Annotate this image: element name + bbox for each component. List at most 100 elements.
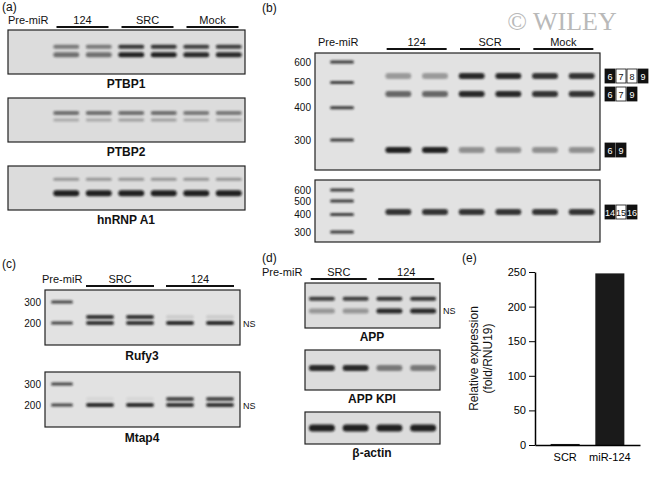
panel-letter: (d) bbox=[262, 251, 277, 265]
band bbox=[410, 308, 436, 313]
group-label: SRC bbox=[136, 14, 159, 26]
band bbox=[385, 73, 411, 79]
band bbox=[216, 119, 242, 122]
band bbox=[86, 45, 112, 49]
y-axis-title: (fold/RNU19) bbox=[481, 323, 495, 393]
group-line bbox=[86, 285, 154, 287]
exon-label: 6 bbox=[607, 72, 612, 82]
band bbox=[376, 365, 402, 371]
band bbox=[495, 147, 521, 153]
band bbox=[151, 45, 177, 49]
panel-letter: (e) bbox=[462, 251, 477, 265]
y-axis: 050100150200250 bbox=[508, 266, 536, 451]
y-tick-mark bbox=[529, 307, 535, 308]
band bbox=[343, 297, 369, 301]
panel-a: (a)Pre-miR124SRCMockPTBP1PTBP2hnRNP A1 bbox=[2, 0, 245, 227]
band bbox=[410, 365, 436, 371]
blot-frame bbox=[8, 98, 245, 142]
band bbox=[309, 297, 335, 301]
group-label: 124 bbox=[73, 14, 91, 26]
y-tick: 250 bbox=[508, 266, 535, 278]
band bbox=[309, 365, 335, 371]
x-tick-label: miR-124 bbox=[589, 451, 631, 463]
group-line bbox=[378, 278, 434, 280]
panel-letter: (b) bbox=[262, 1, 277, 15]
band bbox=[118, 178, 144, 181]
band bbox=[569, 91, 595, 97]
x-axis: SCR miR-124 bbox=[536, 445, 641, 463]
exon-box bbox=[627, 69, 637, 83]
group-label: 124 bbox=[407, 36, 425, 48]
group-line bbox=[166, 285, 234, 287]
exon-box bbox=[605, 69, 615, 83]
ladder-label: 300 bbox=[294, 135, 311, 146]
gel-label: Rufy3 bbox=[125, 349, 159, 363]
ns-label: NS bbox=[243, 319, 256, 329]
band bbox=[53, 190, 79, 196]
exon-box bbox=[605, 205, 615, 219]
panel-c: (c)Pre-miRSRC124300200NSRufy3300200NSMta… bbox=[2, 257, 256, 445]
ladder-label: 400 bbox=[294, 209, 311, 220]
blot-frame bbox=[305, 412, 440, 444]
band bbox=[330, 189, 354, 192]
band bbox=[126, 397, 154, 401]
band bbox=[330, 200, 354, 203]
exon-box bbox=[616, 205, 626, 219]
band bbox=[376, 308, 402, 313]
y-tick: 200 bbox=[508, 301, 535, 313]
blot-frame bbox=[305, 350, 440, 390]
gel-label: Mtap4 bbox=[125, 431, 160, 445]
band bbox=[216, 178, 242, 181]
band bbox=[183, 52, 209, 57]
y-tick-label: 250 bbox=[508, 266, 526, 278]
ladder-label: 600 bbox=[294, 185, 311, 196]
watermark: © WILEY bbox=[507, 7, 617, 36]
exon-box bbox=[605, 143, 615, 157]
band bbox=[166, 397, 194, 401]
band bbox=[385, 91, 411, 97]
ns-label: NS bbox=[443, 306, 456, 316]
blot-frame bbox=[305, 283, 440, 328]
group-line bbox=[187, 26, 239, 28]
header: Pre-miR bbox=[318, 36, 358, 48]
band bbox=[183, 119, 209, 122]
band bbox=[216, 52, 242, 57]
y-tick-label: 0 bbox=[520, 439, 526, 451]
exon-box bbox=[627, 205, 637, 219]
band bbox=[166, 403, 194, 407]
band bbox=[532, 91, 558, 97]
header: Pre-miR bbox=[8, 14, 48, 26]
band bbox=[126, 403, 154, 407]
band bbox=[53, 45, 79, 49]
ladder-label: 400 bbox=[294, 102, 311, 113]
band bbox=[166, 321, 194, 325]
band bbox=[343, 308, 369, 313]
band bbox=[569, 209, 595, 215]
band bbox=[385, 209, 411, 215]
band bbox=[422, 91, 448, 97]
band bbox=[86, 397, 114, 401]
exon-box bbox=[605, 87, 615, 101]
band bbox=[86, 52, 112, 57]
band bbox=[459, 209, 485, 215]
band bbox=[330, 61, 354, 64]
exon-label: 9 bbox=[618, 146, 623, 156]
band bbox=[495, 73, 521, 79]
y-axis-title: Relative expression bbox=[467, 306, 481, 411]
band bbox=[459, 91, 485, 97]
band bbox=[216, 45, 242, 49]
band bbox=[86, 321, 114, 325]
exon-label: 16 bbox=[627, 208, 637, 218]
x-tick-label: SCR bbox=[554, 451, 577, 463]
y-tick: 0 bbox=[520, 439, 535, 451]
group-label: SRC bbox=[327, 266, 350, 278]
group-line bbox=[122, 26, 174, 28]
band bbox=[166, 315, 194, 319]
y-tick: 50 bbox=[514, 404, 535, 416]
group-label: 124 bbox=[397, 266, 415, 278]
exon-label: 15 bbox=[616, 208, 626, 218]
band bbox=[86, 315, 114, 319]
band bbox=[532, 209, 558, 215]
blot-frame bbox=[315, 53, 600, 170]
ladder-label: 500 bbox=[294, 196, 311, 207]
